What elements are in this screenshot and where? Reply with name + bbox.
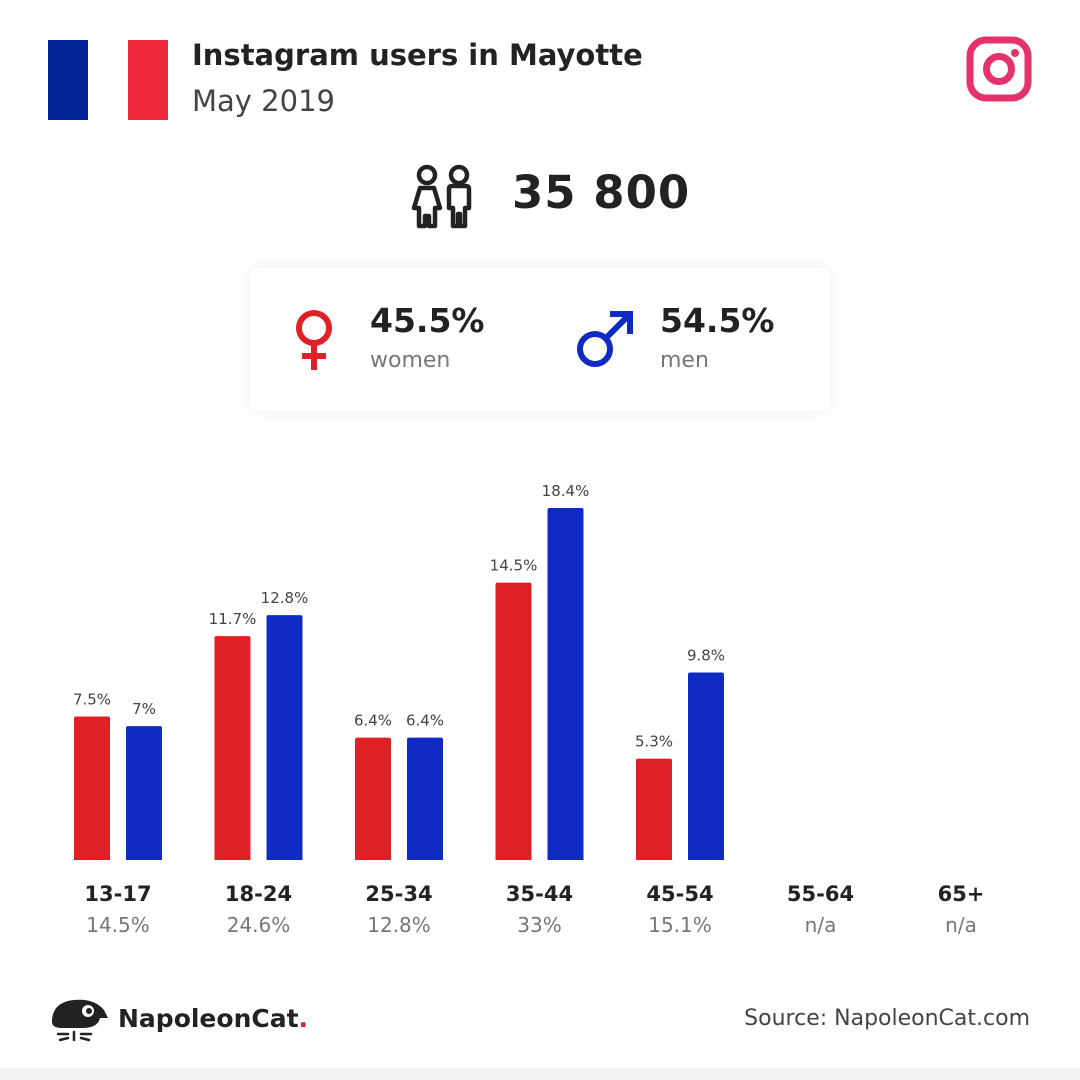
women-percentage: 45.5% [370,301,485,340]
people-icon [411,164,472,229]
female-icon [296,310,332,370]
bar-women-45-54 [636,758,672,860]
bar-men-25-34 [407,737,443,860]
brand-text: NapoleonCat [118,1004,299,1033]
total-users-value: 35 800 [512,166,691,219]
category-label-45-54: 45-54 [646,882,713,906]
value-label-women-45-54: 5.3% [635,733,673,751]
category-total-65+: n/a [945,913,977,937]
category-total-35-44: 33% [517,913,561,937]
category-total-25-34: 12.8% [367,913,431,937]
men-percentage: 54.5% [660,301,775,340]
category-total-13-17: 14.5% [86,913,150,937]
brand-dot: . [298,1004,309,1033]
category-total-55-64: n/a [805,913,837,937]
instagram-icon [966,36,1032,102]
value-label-women-25-34: 6.4% [354,712,392,730]
bar-men-18-24 [266,615,303,860]
age-gender-bar-chart: 7.5%7%13-1714.5%11.7%12.8%18-2424.6%6.4%… [73,482,985,937]
category-label-55-64: 55-64 [787,882,854,906]
bottom-strip [0,1068,1080,1080]
value-label-men-18-24: 12.8% [261,589,309,607]
page-title: Instagram users in Mayotte [192,38,643,72]
male-icon [577,311,633,367]
brand-name: NapoleonCat. [118,1004,308,1033]
bar-women-13-17 [74,716,110,860]
bar-women-18-24 [214,636,251,860]
source-text: Source: NapoleonCat.com [744,1006,1030,1031]
bar-women-25-34 [355,737,391,860]
napoleoncat-logo-icon [52,999,108,1042]
men-label: men [660,348,709,373]
france-flag-icon [48,40,168,120]
category-total-45-54: 15.1% [648,913,712,937]
category-label-65+: 65+ [938,882,985,906]
category-label-25-34: 25-34 [365,882,432,906]
bar-women-35-44 [495,582,532,860]
value-label-men-45-54: 9.8% [687,647,725,665]
page-subtitle: May 2019 [192,84,335,118]
value-label-men-35-44: 18.4% [542,482,590,500]
bar-men-35-44 [547,508,584,860]
value-label-women-35-44: 14.5% [490,557,538,575]
bar-men-45-54 [688,672,724,860]
bar-men-13-17 [126,726,162,860]
value-label-men-25-34: 6.4% [406,712,444,730]
value-label-women-18-24: 11.7% [209,610,257,628]
value-label-women-13-17: 7.5% [73,691,111,709]
gender-card: 45.5% women 54.5% men [250,268,830,411]
category-label-18-24: 18-24 [225,882,292,906]
women-label: women [370,348,451,373]
value-label-men-13-17: 7% [132,700,156,718]
category-label-13-17: 13-17 [84,882,151,906]
category-total-18-24: 24.6% [227,913,291,937]
category-label-35-44: 35-44 [506,882,573,906]
